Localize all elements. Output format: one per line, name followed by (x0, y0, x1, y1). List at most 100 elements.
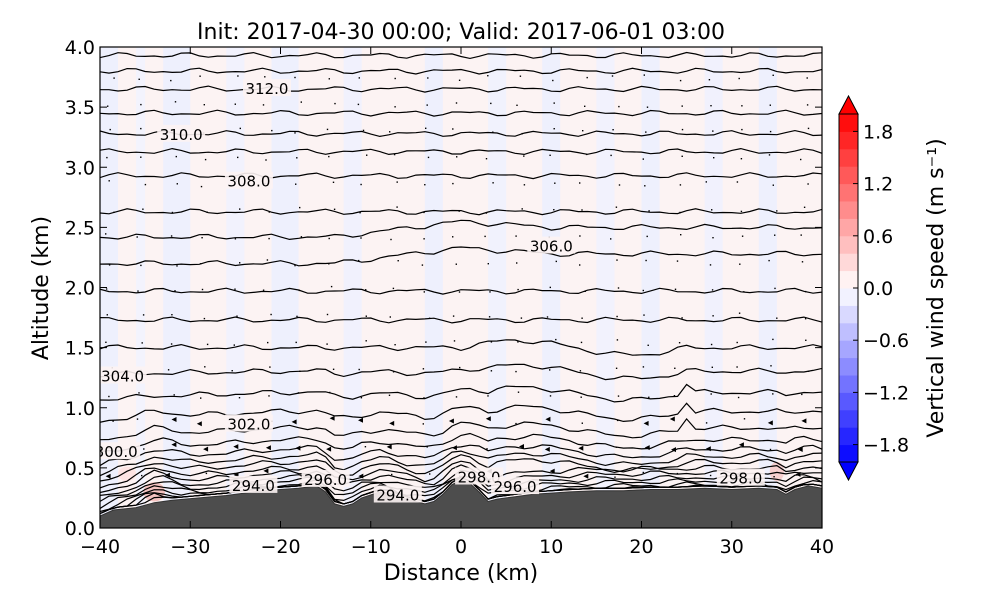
wind-vector (326, 343, 328, 345)
wind-vector (205, 472, 208, 475)
wind-vector (645, 131, 647, 133)
wind-vector (141, 342, 143, 344)
wind-vector (644, 445, 650, 451)
theta-contour-line (100, 363, 822, 381)
contour-label: 294.0 (376, 487, 419, 505)
wind-vector (138, 392, 140, 394)
wind-vector (170, 235, 173, 237)
wind-vector (105, 341, 107, 343)
colorbar-segment (839, 305, 858, 324)
x-axis: −40 −30 −20 −10 0 10 20 30 40 (80, 47, 834, 558)
wind-vector (299, 206, 301, 209)
wind-vector (579, 264, 581, 266)
wind-vector (769, 448, 772, 451)
wind-vector (769, 104, 771, 106)
wind-vector (108, 180, 110, 182)
wind-vector (803, 206, 806, 208)
wind-vector (267, 341, 269, 344)
wind-vector (579, 182, 581, 184)
wind-vector (328, 237, 330, 240)
wind-vector (774, 234, 776, 236)
wind-vector (142, 208, 144, 210)
wind-vector (394, 106, 396, 108)
wind-vector (797, 447, 803, 452)
wind-vector (800, 234, 802, 236)
wind-vector (801, 261, 804, 263)
wind-vector (516, 262, 518, 264)
wind-vector (206, 343, 209, 346)
wind-vector (237, 156, 239, 159)
wind-vector (113, 77, 115, 79)
wind-vectors (105, 74, 810, 479)
wind-vector (490, 370, 493, 372)
wind-vector (743, 291, 745, 293)
wind-vector (362, 129, 365, 132)
wind-vector (669, 416, 675, 422)
wind-vector (772, 338, 774, 341)
wind-vector (137, 290, 139, 292)
wind-vector (586, 76, 588, 79)
wind-vector (112, 420, 114, 422)
wind-vector (237, 75, 239, 77)
wind-shade-patch (769, 461, 785, 482)
wind-vector (585, 153, 588, 156)
colorbar-segment (839, 340, 858, 359)
theta-contour-line (100, 85, 822, 93)
wind-vector (109, 128, 111, 131)
wind-vector (490, 102, 492, 105)
plot-background (100, 47, 822, 528)
wind-vector (807, 370, 810, 372)
wind-vector (329, 391, 331, 394)
contour-label: 298.0 (719, 470, 762, 488)
wind-vector (712, 315, 714, 317)
wind-vector (681, 155, 683, 157)
wind-vector (196, 421, 202, 427)
wind-vector (673, 395, 676, 397)
wind-vector (170, 79, 172, 82)
wind-vector (642, 289, 644, 292)
wind-vector (268, 237, 270, 240)
wind-vector (422, 423, 424, 425)
wind-vector (711, 289, 714, 291)
wind-vector (108, 264, 111, 266)
y-tick-label: 0.5 (65, 458, 95, 480)
wind-vector (263, 468, 269, 474)
wind-vector (520, 317, 523, 319)
contour-label-bg (527, 236, 576, 254)
colorbar-label: Vertical wind speed (m s⁻¹) (924, 138, 949, 437)
wind-vector (138, 78, 140, 80)
wind-vector (427, 77, 429, 79)
wind-vector (358, 77, 360, 79)
wind-vector (485, 416, 491, 422)
wind-vector (679, 184, 682, 186)
wind-vector (428, 317, 431, 319)
wind-vector (326, 313, 329, 316)
colorbar-tick-label: −1.2 (863, 382, 909, 404)
wind-vector (549, 286, 551, 289)
wind-vector (806, 104, 809, 106)
wind-vector (238, 397, 241, 399)
wind-vector (295, 341, 297, 344)
wind-vector (800, 158, 802, 161)
wind-vector (492, 131, 494, 133)
contour-label-bg (491, 477, 540, 495)
wind-vector (581, 422, 583, 424)
wind-vector (674, 288, 677, 290)
wind-vector (709, 264, 712, 266)
wind-vector (772, 74, 774, 76)
wind-vector (546, 316, 549, 318)
x-tick-label: 30 (720, 536, 744, 558)
wind-vector (386, 444, 392, 450)
wind-vector (705, 446, 711, 452)
theta-contour-line (100, 316, 822, 324)
wind-vector (266, 259, 269, 261)
wind-vector (610, 154, 612, 157)
wind-vector (140, 156, 142, 158)
wind-vector (618, 184, 621, 186)
wind-vector (108, 395, 110, 398)
wind-vector (424, 184, 426, 186)
contour-label-bg (224, 171, 273, 189)
wind-vector (141, 474, 143, 477)
wind-vector (271, 129, 273, 132)
wind-vector (678, 342, 681, 344)
